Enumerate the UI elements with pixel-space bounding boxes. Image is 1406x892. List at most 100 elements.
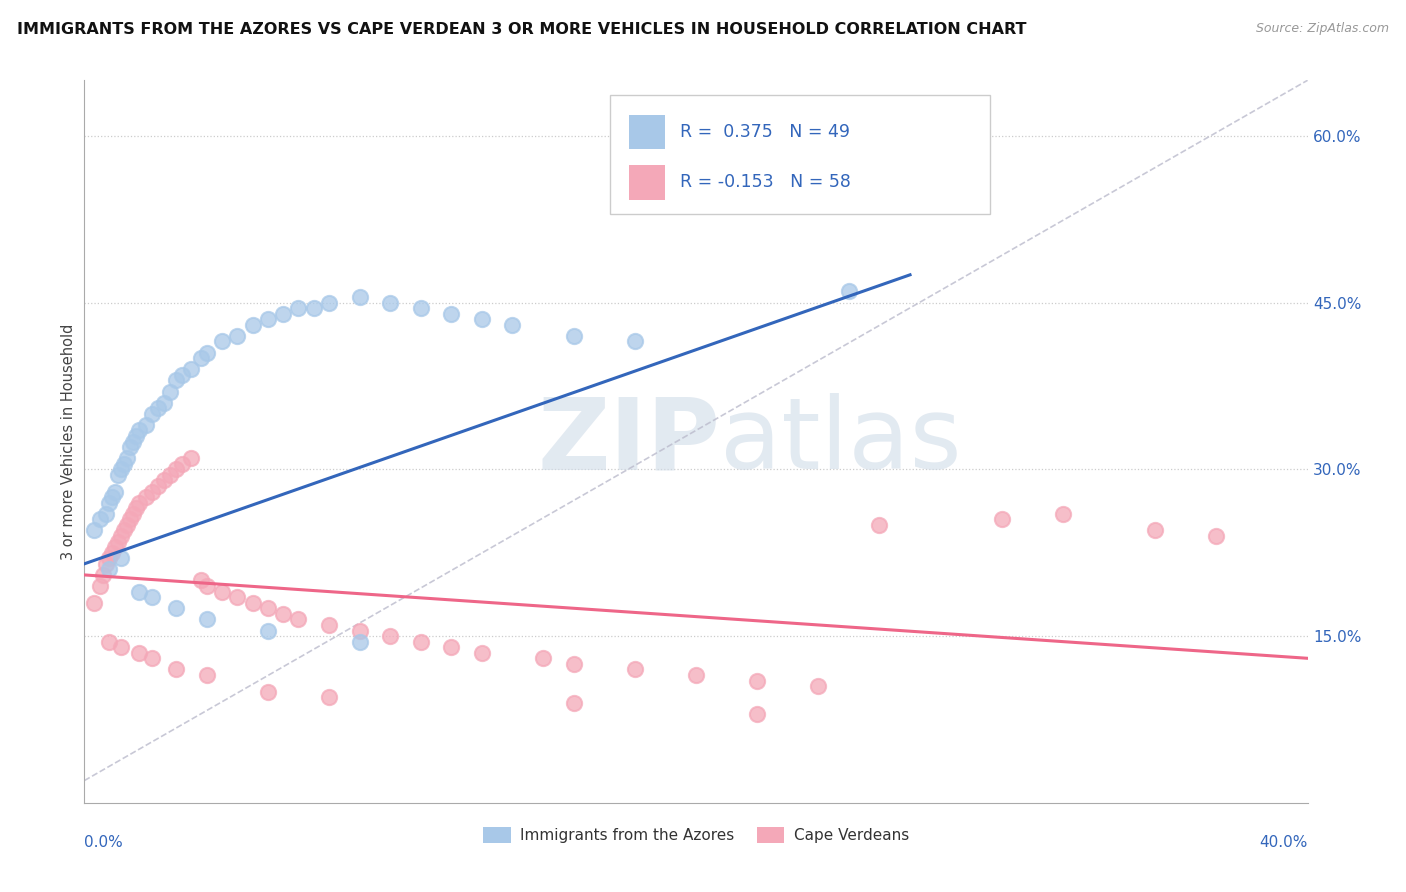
Point	[211, 334, 233, 349]
Point	[838, 285, 860, 299]
Text: ZIP: ZIP	[537, 393, 720, 490]
Point	[165, 662, 187, 676]
Point	[409, 301, 432, 315]
Point	[101, 490, 124, 504]
Point	[471, 646, 494, 660]
Point	[380, 295, 402, 310]
Point	[97, 634, 120, 648]
Point	[97, 496, 120, 510]
Point	[110, 551, 132, 566]
Point	[153, 395, 176, 409]
Text: IMMIGRANTS FROM THE AZORES VS CAPE VERDEAN 3 OR MORE VEHICLES IN HOUSEHOLD CORRE: IMMIGRANTS FROM THE AZORES VS CAPE VERDE…	[17, 22, 1026, 37]
Point	[318, 618, 340, 632]
Point	[112, 457, 135, 471]
Point	[180, 362, 202, 376]
Point	[531, 651, 554, 665]
Point	[128, 646, 150, 660]
Point	[125, 501, 148, 516]
Point	[318, 295, 340, 310]
Point	[94, 557, 117, 571]
Point	[242, 318, 264, 332]
Point	[159, 467, 181, 482]
Point	[104, 484, 127, 499]
Point	[562, 329, 585, 343]
Point	[128, 496, 150, 510]
Point	[807, 679, 830, 693]
Point	[349, 624, 371, 638]
Point	[211, 584, 233, 599]
Point	[257, 312, 280, 326]
Point	[141, 407, 163, 421]
Point	[1205, 529, 1227, 543]
Point	[141, 651, 163, 665]
Point	[471, 312, 494, 326]
Point	[302, 301, 325, 315]
Point	[440, 640, 463, 655]
Point	[195, 668, 218, 682]
Point	[135, 490, 157, 504]
Point	[287, 612, 309, 626]
Point	[110, 529, 132, 543]
Point	[242, 596, 264, 610]
Point	[257, 684, 280, 698]
Point	[153, 474, 176, 488]
Point	[110, 640, 132, 655]
Point	[180, 451, 202, 466]
Point	[122, 434, 145, 449]
Point	[89, 512, 111, 526]
Point	[128, 424, 150, 438]
Point	[685, 668, 707, 682]
Point	[1143, 524, 1166, 538]
Point	[226, 590, 249, 604]
Point	[624, 334, 647, 349]
Point	[624, 662, 647, 676]
Point	[94, 507, 117, 521]
Legend: Immigrants from the Azores, Cape Verdeans: Immigrants from the Azores, Cape Verdean…	[477, 822, 915, 849]
Point	[195, 612, 218, 626]
Point	[159, 384, 181, 399]
Point	[287, 301, 309, 315]
Point	[107, 467, 129, 482]
Point	[226, 329, 249, 343]
Point	[318, 690, 340, 705]
Point	[146, 479, 169, 493]
Point	[349, 290, 371, 304]
FancyBboxPatch shape	[628, 114, 665, 149]
Text: atlas: atlas	[720, 393, 962, 490]
Point	[349, 634, 371, 648]
Point	[409, 634, 432, 648]
Point	[125, 429, 148, 443]
Point	[146, 401, 169, 416]
Point	[165, 373, 187, 387]
Point	[172, 368, 194, 382]
Point	[128, 584, 150, 599]
Point	[747, 673, 769, 688]
Text: R = -0.153   N = 58: R = -0.153 N = 58	[681, 173, 851, 192]
Point	[115, 451, 138, 466]
Point	[135, 417, 157, 432]
Point	[89, 579, 111, 593]
Point	[380, 629, 402, 643]
Point	[190, 351, 212, 366]
Point	[122, 507, 145, 521]
Point	[165, 601, 187, 615]
Point	[190, 574, 212, 588]
Point	[195, 579, 218, 593]
Point	[83, 524, 105, 538]
Point	[110, 462, 132, 476]
Text: Source: ZipAtlas.com: Source: ZipAtlas.com	[1256, 22, 1389, 36]
Point	[120, 512, 142, 526]
Point	[869, 517, 891, 532]
Point	[562, 696, 585, 710]
Text: 40.0%: 40.0%	[1260, 835, 1308, 850]
Point	[271, 307, 294, 321]
FancyBboxPatch shape	[628, 165, 665, 200]
Point	[271, 607, 294, 621]
Text: R =  0.375   N = 49: R = 0.375 N = 49	[681, 123, 851, 141]
Point	[172, 457, 194, 471]
Text: 0.0%: 0.0%	[84, 835, 124, 850]
Point	[141, 484, 163, 499]
Point	[257, 601, 280, 615]
FancyBboxPatch shape	[610, 95, 990, 214]
Point	[115, 517, 138, 532]
